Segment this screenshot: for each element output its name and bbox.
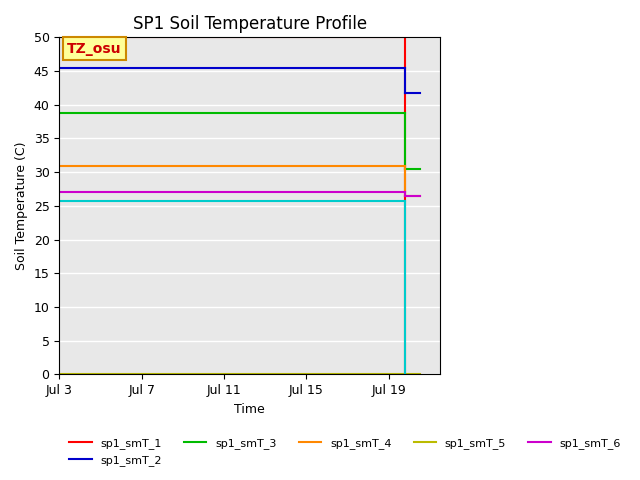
Y-axis label: Soil Temperature (C): Soil Temperature (C) [15, 142, 28, 270]
X-axis label: Time: Time [234, 403, 265, 416]
Text: TZ_osu: TZ_osu [67, 41, 122, 56]
Legend: sp1_smT_1, sp1_smT_2, sp1_smT_3, sp1_smT_4, sp1_smT_5, sp1_smT_6, sp1_smT_7: sp1_smT_1, sp1_smT_2, sp1_smT_3, sp1_smT… [65, 434, 640, 470]
Title: SP1 Soil Temperature Profile: SP1 Soil Temperature Profile [132, 15, 367, 33]
